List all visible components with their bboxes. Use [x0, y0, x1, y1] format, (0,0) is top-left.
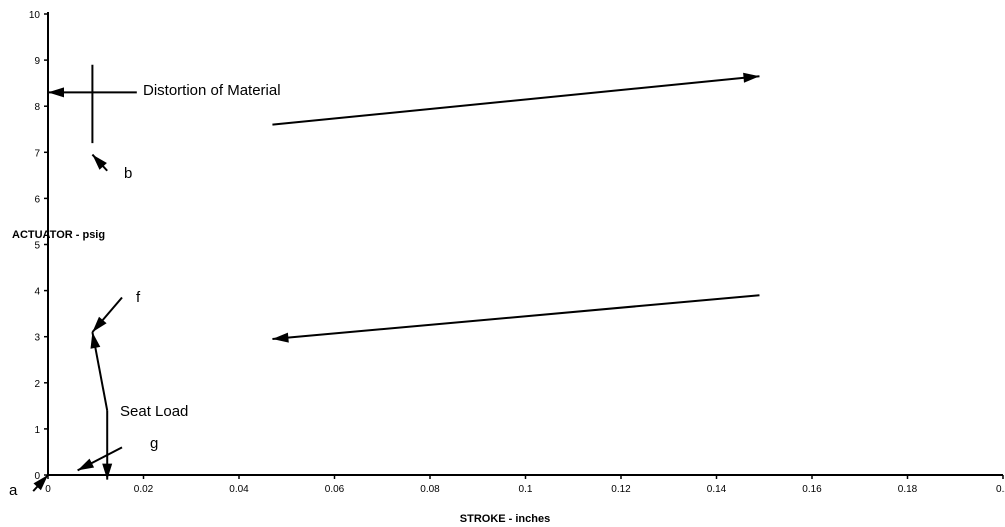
annotation-g: g	[150, 435, 158, 452]
x-tick-label: 0.14	[707, 484, 727, 495]
x-tick-label: 0.1	[519, 484, 533, 495]
arrow-shaft	[272, 294, 760, 341]
x-axis-title: STROKE - inches	[460, 513, 550, 525]
arrow-head	[272, 332, 289, 343]
arrow	[102, 410, 113, 480]
y-tick-label: 3	[34, 333, 40, 344]
y-tick-label: 8	[34, 102, 40, 113]
arrow-shaft	[272, 75, 760, 126]
arrow	[272, 294, 760, 343]
y-tick-label: 7	[34, 148, 40, 159]
arrow-head	[90, 332, 101, 349]
arrow	[90, 331, 109, 411]
y-tick-label: 0	[34, 471, 40, 482]
arrow-head	[92, 154, 107, 170]
arrow-head	[92, 316, 107, 333]
arrow	[91, 296, 123, 333]
x-tick-label: 0.2	[996, 484, 1005, 495]
x-tick-label: 0	[45, 484, 51, 495]
x-tick-label: 0.16	[802, 484, 822, 495]
x-tick-label: 0.06	[325, 484, 345, 495]
arrow	[272, 72, 760, 126]
arrow	[77, 446, 123, 472]
x-tick-label: 0.08	[420, 484, 440, 495]
x-tick-label: 0.04	[229, 484, 249, 495]
y-tick-label: 2	[34, 379, 40, 390]
y-tick-label: 9	[34, 56, 40, 67]
arrows-layer	[32, 64, 760, 492]
annotation-a: a	[9, 482, 18, 499]
arrow-head	[48, 87, 64, 98]
arrow	[48, 87, 137, 98]
y-tick-label: 6	[34, 194, 40, 205]
arrow-head	[77, 458, 95, 471]
arrow-head	[102, 463, 113, 480]
annotation-seat-load: Seat Load	[120, 403, 188, 420]
ticks-layer: 0 0.02 0.04 0.06 0.08 0.1 0.12 0.14 0.16 0.18 0.2 0…	[29, 10, 1005, 495]
x-tick-label: 0.02	[134, 484, 154, 495]
x-tick-label: 0.12	[611, 484, 631, 495]
y-tick-label: 10	[29, 10, 41, 21]
y-axis-title: ACTUATOR - psig	[12, 229, 105, 241]
annotation-b: b	[124, 165, 132, 182]
annotation-f: f	[136, 289, 141, 306]
y-tick-label: 5	[34, 241, 40, 252]
arrow	[32, 474, 49, 492]
arrow-head	[743, 72, 760, 83]
annotation-distortion: Distortion of Material	[143, 82, 281, 99]
x-tick-label: 0.18	[898, 484, 918, 495]
y-tick-label: 4	[34, 287, 40, 298]
y-tick-label: 1	[34, 425, 40, 436]
arrow	[91, 153, 108, 172]
arrow-head	[33, 475, 48, 491]
